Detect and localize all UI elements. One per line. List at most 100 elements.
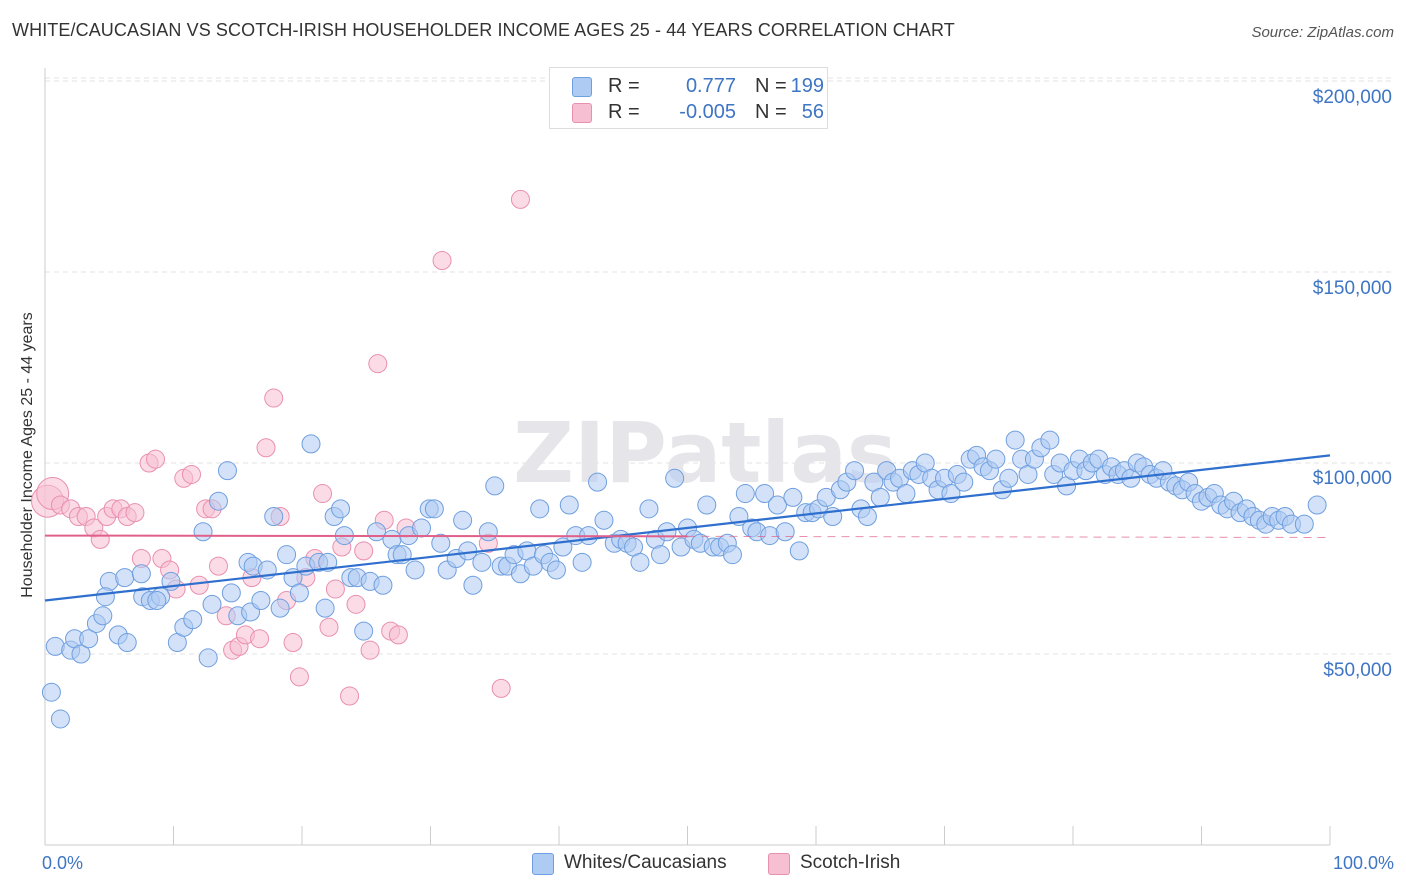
scotch-irish-point bbox=[491, 678, 511, 698]
legend-r-value: 0.777 bbox=[685, 75, 736, 97]
whites-point bbox=[472, 552, 492, 572]
legend-n-label: N = bbox=[755, 75, 787, 97]
whites-point bbox=[354, 621, 374, 641]
whites-point bbox=[665, 468, 685, 488]
x-tick-label-start: 0.0% bbox=[42, 853, 84, 873]
source-credit: Source: ZipAtlas.com bbox=[1251, 24, 1394, 41]
whites-point bbox=[845, 461, 865, 481]
legend-n-label: N = bbox=[755, 101, 787, 123]
scotch-irish-point bbox=[125, 503, 145, 523]
whites-point bbox=[412, 518, 432, 538]
legend-swatch-scotch-irish bbox=[768, 853, 790, 875]
scotch-irish-point bbox=[360, 640, 380, 660]
whites-point bbox=[857, 506, 877, 526]
whites-point bbox=[405, 560, 425, 580]
whites-point bbox=[775, 522, 795, 542]
scotch-irish-point bbox=[90, 529, 110, 549]
whites-point bbox=[217, 461, 237, 481]
whites-point bbox=[95, 587, 115, 607]
whites-point bbox=[318, 552, 338, 572]
whites-point bbox=[722, 545, 742, 565]
scotch-irish-point bbox=[368, 354, 388, 374]
whites-point bbox=[896, 484, 916, 504]
scotch-irish-points bbox=[31, 189, 530, 706]
whites-point bbox=[117, 633, 137, 653]
whites-point bbox=[270, 598, 290, 618]
legend-n-value: 56 bbox=[801, 101, 824, 123]
whites-point bbox=[208, 491, 228, 511]
whites-point bbox=[594, 510, 614, 530]
whites-point bbox=[424, 499, 444, 519]
whites-point bbox=[783, 487, 803, 507]
scotch-irish-point bbox=[189, 575, 209, 595]
whites-point bbox=[651, 545, 671, 565]
whites-point bbox=[789, 541, 809, 561]
whites-point bbox=[93, 606, 113, 626]
whites-point bbox=[289, 583, 309, 603]
scotch-irish-point bbox=[313, 484, 333, 504]
whites-point bbox=[478, 522, 498, 542]
whites-point bbox=[546, 560, 566, 580]
whites-point bbox=[639, 499, 659, 519]
whites-point bbox=[315, 598, 335, 618]
legend-swatch-whites bbox=[572, 77, 592, 97]
legend-label: Whites/Caucasians bbox=[564, 852, 727, 873]
legend-swatch-scotch-irish bbox=[572, 103, 592, 123]
whites-point bbox=[588, 472, 608, 492]
scotch-irish-point bbox=[340, 686, 360, 706]
whites-point bbox=[264, 506, 284, 526]
whites-point bbox=[485, 476, 505, 496]
scotch-irish-point bbox=[146, 449, 166, 469]
scotch-irish-point bbox=[510, 189, 530, 209]
whites-point bbox=[373, 575, 393, 595]
scotch-irish-point bbox=[250, 629, 270, 649]
legend-label: Scotch-Irish bbox=[800, 852, 901, 873]
whites-point bbox=[198, 648, 218, 668]
whites-point bbox=[131, 564, 151, 584]
axis-layer bbox=[44, 68, 1331, 846]
whites-point bbox=[453, 510, 473, 530]
y-tick-label: $100,000 bbox=[1312, 468, 1392, 489]
scotch-irish-point bbox=[432, 251, 452, 271]
scotch-irish-point bbox=[346, 594, 366, 614]
whites-point bbox=[193, 522, 213, 542]
whites-point bbox=[767, 495, 787, 515]
whites-point bbox=[331, 499, 351, 519]
legend-r-label: R = bbox=[608, 101, 640, 123]
scotch-irish-point bbox=[319, 617, 339, 637]
scotch-irish-point bbox=[325, 579, 345, 599]
scotch-irish-trendline-extension bbox=[687, 535, 1331, 538]
scotch-irish-point bbox=[208, 556, 228, 576]
scotch-irish-point bbox=[388, 625, 408, 645]
scotch-irish-point bbox=[283, 633, 303, 653]
whites-point bbox=[697, 495, 717, 515]
scotch-irish-point bbox=[289, 667, 309, 687]
whites-points bbox=[41, 430, 1327, 729]
correlation-legend: R = 0.777 N = 199 R = -0.005 N = 56 bbox=[549, 67, 828, 129]
whites-point bbox=[572, 552, 592, 572]
y-tick-label: $200,000 bbox=[1312, 87, 1392, 108]
scotch-irish-point bbox=[181, 464, 201, 484]
whites-point bbox=[79, 629, 99, 649]
whites-point bbox=[755, 484, 775, 504]
trend-layer bbox=[44, 454, 1331, 602]
whites-point bbox=[559, 495, 579, 515]
whites-point bbox=[630, 552, 650, 572]
whites-point bbox=[202, 594, 222, 614]
scotch-irish-point bbox=[354, 541, 374, 561]
whites-point bbox=[954, 472, 974, 492]
whites-point bbox=[1294, 514, 1314, 534]
whites-point bbox=[221, 583, 241, 603]
x-tick-label-end: 100.0% bbox=[1332, 853, 1394, 873]
whites-point bbox=[463, 575, 483, 595]
whites-point bbox=[735, 484, 755, 504]
whites-point bbox=[277, 545, 297, 565]
chart-title: WHITE/CAUCASIAN VS SCOTCH-IRISH HOUSEHOL… bbox=[12, 20, 955, 40]
whites-point bbox=[1040, 430, 1060, 450]
whites-point bbox=[115, 568, 135, 588]
whites-point bbox=[999, 468, 1019, 488]
whites-point bbox=[147, 591, 167, 611]
whites-point bbox=[530, 499, 550, 519]
whites-trendline bbox=[44, 454, 1331, 602]
legend-n-value: 199 bbox=[790, 75, 824, 97]
